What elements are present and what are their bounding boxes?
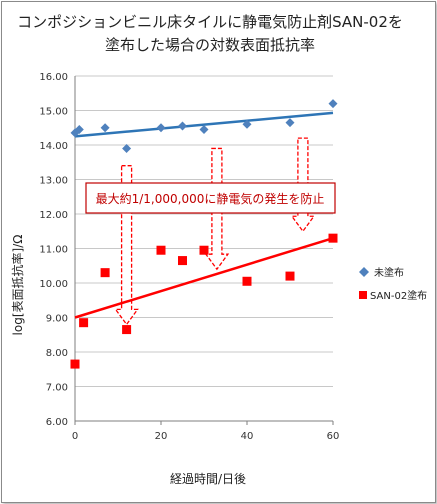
trend-lines [74, 111, 334, 319]
point-unapplied [242, 119, 252, 129]
point-san02 [122, 325, 132, 335]
point-unapplied [328, 99, 338, 109]
point-san02 [242, 276, 252, 286]
legend: 未塗布 SAN-02塗布 [359, 266, 427, 302]
y-tick-label: 8.00 [46, 348, 68, 359]
x-tick-label: 60 [327, 431, 340, 442]
grid-lines [75, 75, 333, 387]
legend-label-unapplied: 未塗布 [374, 266, 404, 279]
y-tick-labels: 6.00 7.00 8.00 9.00 10.00 11.00 12.00 13.00 14.0… [39, 72, 68, 428]
y-axis-label: log[表面抵抗率]/Ω [10, 235, 25, 336]
y-tick-label: 11.00 [39, 245, 68, 256]
point-san02 [79, 318, 89, 328]
y-tick-label: 13.00 [39, 176, 68, 187]
legend-marker-san02 [359, 291, 367, 299]
point-san02 [285, 271, 295, 281]
legend-marker-unapplied [359, 267, 369, 277]
point-unapplied [199, 124, 209, 134]
x-tick-label: 0 [72, 431, 78, 442]
legend-label-san02: SAN-02塗布 [370, 289, 427, 302]
y-tick-label: 10.00 [39, 279, 68, 290]
x-axis-label: 経過時間/日後 [170, 472, 246, 486]
y-tick-label: 14.00 [39, 141, 68, 152]
x-tick-labels: 0 20 40 60 [72, 431, 340, 442]
point-san02 [178, 256, 187, 266]
y-tick-label: 15.00 [39, 107, 68, 118]
chart-title-line1: コンポジションビニル床タイルに静電気防止剤SAN-02を [17, 13, 403, 31]
point-san02 [328, 233, 338, 243]
point-unapplied [178, 121, 187, 131]
point-unapplied [156, 123, 166, 133]
point-unapplied [122, 143, 132, 153]
y-tick-label: 9.00 [46, 314, 68, 325]
point-san02 [199, 245, 209, 255]
chart-title-line2: 塗布した場合の対数表面抵抗率 [105, 36, 315, 54]
annotation-text: 最大約1/1,000,000に静電気の発生を防止 [96, 191, 325, 206]
y-tick-label: 6.00 [46, 417, 68, 428]
x-tick-label: 40 [241, 431, 254, 442]
y-tick-label: 7.00 [46, 383, 68, 394]
x-tick-label: 20 [155, 431, 168, 442]
trendline-san02 [74, 236, 334, 319]
point-unapplied [100, 123, 110, 133]
y-tick-label: 12.00 [39, 210, 68, 221]
annotation-box: 最大約1/1,000,000に静電気の発生を防止 [85, 182, 336, 214]
point-san02 [156, 245, 166, 255]
trendline-unapplied [74, 111, 334, 138]
y-tick-label: 16.00 [39, 72, 68, 83]
point-san02 [100, 268, 110, 278]
point-unapplied [285, 118, 295, 128]
point-san02 [70, 359, 80, 369]
point-unapplied [74, 124, 84, 134]
data-points [70, 99, 338, 369]
